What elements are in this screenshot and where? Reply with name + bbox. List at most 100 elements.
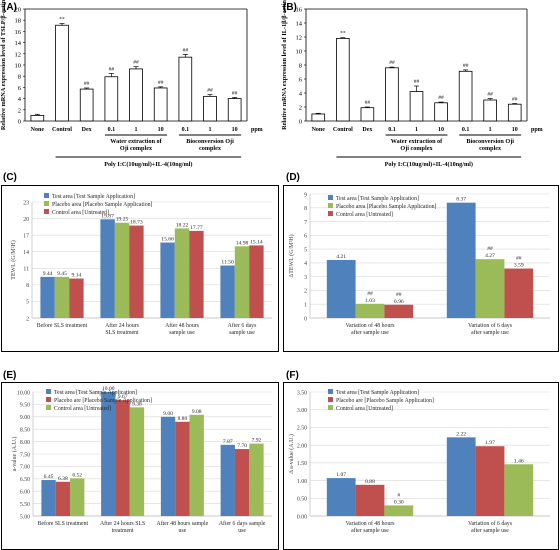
y-tick-label: 6.50 bbox=[20, 477, 30, 483]
legend-swatch bbox=[328, 211, 333, 216]
x-tick-label: 0.1 bbox=[182, 127, 190, 133]
y-tick-label: 2 bbox=[18, 107, 21, 114]
legend-swatch bbox=[46, 405, 51, 410]
panel-f: (F) 0.00 0.50 1.00 1.50 2.00 2.50 3.00 3.50 Δ a-… bbox=[282, 370, 560, 550]
y-tick-label: 4 bbox=[18, 96, 22, 103]
significance-mark: ## bbox=[487, 92, 493, 98]
y-tick-label: 6 bbox=[304, 234, 307, 240]
data-label: 0.30 bbox=[394, 499, 404, 505]
y-tick-label: 6 bbox=[18, 85, 22, 92]
x-tick-label: 10 bbox=[158, 127, 164, 133]
bar bbox=[311, 113, 326, 122]
legend-swatch bbox=[46, 389, 51, 394]
treatment-label: Poly I:C(10ug/ml)+IL-4(10ng/ml) bbox=[104, 161, 192, 168]
data-label: 19.25 bbox=[116, 217, 129, 223]
bar bbox=[336, 38, 350, 122]
x-tick-label-line2: after sample use bbox=[471, 329, 509, 336]
bar bbox=[249, 443, 264, 516]
panel-d: (D) 0 1 2 3 4 5 6 7 8 9 ΔTEWL (G/M²H) 4.21 1.03 ## 0.9… bbox=[282, 172, 560, 352]
bar bbox=[227, 98, 242, 122]
data-label: 17.77 bbox=[190, 225, 203, 231]
y-axis-title: Relative mRNA expression level of TSLP/β… bbox=[0, 0, 7, 130]
significance-mark: ## bbox=[516, 256, 522, 262]
data-label: 9.44 bbox=[43, 271, 53, 277]
data-label: 9.45 bbox=[57, 271, 67, 277]
data-label: 11.50 bbox=[221, 260, 234, 266]
data-label: 18.22 bbox=[176, 222, 189, 228]
x-tick-label: Before SLS treatment bbox=[38, 520, 89, 527]
x-unit-label: ppm bbox=[531, 127, 543, 133]
y-tick-label: 3.50 bbox=[297, 390, 307, 396]
data-label: 9.14 bbox=[72, 273, 82, 279]
significance-mark: ## bbox=[207, 88, 213, 94]
significance-mark: ## bbox=[487, 246, 493, 252]
legend-label: Test area [Test Sample Application] bbox=[52, 194, 135, 200]
y-tick-label: 8 bbox=[26, 283, 29, 289]
x-tick-label: After 6 days sample bbox=[219, 520, 266, 527]
chart-c: 2 5 8 11 14 17 20 23 TEWL (G/M²H) 9.44 9.45 9.14 Bef… bbox=[10, 193, 272, 336]
legend-label: Placebo are [Placebo Sample Application] bbox=[54, 398, 152, 404]
data-label: 15.66 bbox=[161, 237, 174, 243]
bar bbox=[355, 484, 385, 516]
bar bbox=[100, 219, 115, 318]
legend-swatch bbox=[328, 195, 333, 200]
group-label-line1: Bioconversion Oji bbox=[186, 138, 234, 145]
bar bbox=[384, 304, 414, 318]
significance-mark: ## bbox=[365, 100, 371, 106]
data-label: 7.87 bbox=[223, 439, 233, 445]
x-tick-label: After 24 hours bbox=[105, 322, 140, 329]
y-tick-label: 8 bbox=[18, 74, 21, 81]
x-tick-label-line2: use bbox=[179, 528, 187, 534]
treatment-label: Poly I:C(10ug/ml)+IL-4(10ng/ml) bbox=[385, 161, 473, 168]
group-label-line1: Bioconversion Oji bbox=[466, 138, 514, 145]
chart-f: 0.00 0.50 1.00 1.50 2.00 2.50 3.00 3.50 Δ a-valu… bbox=[288, 389, 550, 534]
data-label: 6.38 bbox=[58, 476, 68, 482]
y-tick-label: 12 bbox=[296, 35, 303, 42]
bar bbox=[434, 102, 448, 122]
group-label-line2: Oji complex bbox=[400, 145, 433, 152]
y-tick-label: 2.00 bbox=[297, 443, 307, 449]
data-label: 0.88 bbox=[365, 479, 375, 485]
legend-swatch bbox=[44, 209, 49, 214]
data-label: 1.97 bbox=[485, 440, 495, 446]
bar bbox=[101, 392, 116, 516]
data-label: 8.37 bbox=[456, 197, 466, 203]
y-tick-label: 8 bbox=[304, 206, 307, 212]
panel-e: (E) 5.00 5.50 6.00 6.50 7.00 7.50 8.00 8.50 9.00… bbox=[0, 370, 280, 550]
y-tick-label: 3.00 bbox=[297, 408, 307, 414]
panel-a-label: (A) bbox=[3, 2, 17, 13]
x-tick-label: 1 bbox=[489, 127, 492, 133]
y-tick-label: 17 bbox=[23, 233, 29, 239]
y-tick-label: 8 bbox=[299, 63, 302, 70]
data-label: 19.87 bbox=[101, 213, 114, 219]
bar bbox=[249, 245, 264, 318]
x-tick-label: Variation of 6 days bbox=[468, 322, 513, 329]
data-label: 9.38 bbox=[132, 401, 142, 407]
x-tick-label: After 48 hours bbox=[165, 322, 200, 329]
bar bbox=[54, 276, 70, 318]
bar bbox=[70, 478, 85, 516]
x-tick-label: After 24 hours SLS bbox=[100, 520, 145, 527]
bar bbox=[384, 505, 414, 516]
legend-swatch bbox=[46, 397, 51, 402]
legend-swatch bbox=[328, 405, 333, 410]
data-label: 2.22 bbox=[456, 431, 466, 437]
panel-e-label: (E) bbox=[3, 370, 17, 381]
x-tick-label: Before SLS treatment bbox=[37, 322, 88, 329]
y-tick-label: 2 bbox=[304, 289, 307, 295]
significance-mark: ** bbox=[59, 17, 65, 23]
y-axis-title: a-value (A.U.) bbox=[11, 437, 18, 472]
x-tick-label: 10 bbox=[512, 127, 518, 133]
y-tick-label: 12 bbox=[15, 51, 22, 58]
x-tick-label-line2: use bbox=[238, 528, 246, 534]
group-label-line1: Water extraction of bbox=[110, 138, 162, 145]
panel-b-label: (B) bbox=[283, 2, 297, 13]
x-tick-label-line2: sample use bbox=[169, 330, 195, 336]
x-tick-label: Variation of 48 hours bbox=[345, 520, 395, 527]
data-label: 9.00 bbox=[163, 411, 173, 417]
x-tick-label: 1 bbox=[415, 127, 418, 133]
chart-e: 5.00 5.50 6.00 6.50 7.00 7.50 8.00 8.50 9.00 9.50… bbox=[11, 386, 272, 534]
group-label-line2: complex bbox=[479, 145, 502, 152]
y-axis-title: ΔTEWL (G/M²H) bbox=[288, 234, 295, 277]
